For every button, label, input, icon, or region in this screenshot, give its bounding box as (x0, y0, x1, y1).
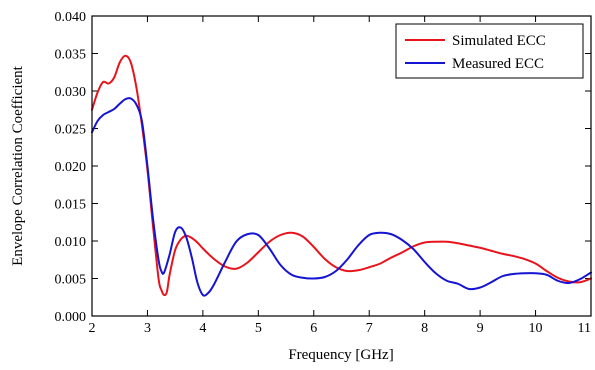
x-tick-label: 2 (89, 321, 96, 336)
x-tick-label: 4 (199, 321, 206, 336)
y-tick-labels: 0.000 0.005 0.010 0.015 0.020 0.025 0.030 0.035… (55, 10, 87, 325)
x-axis-label: Frequency [GHz] (288, 347, 393, 363)
y-tick-label: 0.025 (55, 123, 87, 138)
series-line-measured (91, 97, 592, 297)
y-tick-label: 0.015 (55, 198, 87, 213)
x-tick-label: 8 (421, 321, 428, 336)
legend-label-simulated: Simulated ECC (452, 33, 546, 49)
legend: Simulated ECC Measured ECC (395, 23, 584, 79)
x-tick-label: 6 (310, 321, 317, 336)
series-lines (91, 54, 592, 297)
y-axis-label: Envelope Correlation Coefficient (10, 65, 26, 265)
legend-box (395, 23, 584, 79)
x-tick-label: 7 (366, 321, 373, 336)
y-tick-label: 0.030 (55, 85, 87, 100)
x-tick-label: 11 (578, 321, 591, 336)
y-tick-label: 0.035 (55, 48, 87, 63)
y-tick-label: 0.000 (55, 310, 87, 325)
y-tick-label: 0.040 (55, 10, 87, 25)
x-tick-label: 5 (255, 321, 262, 336)
x-tick-labels: 2 3 4 5 6 7 8 9 10 11 (89, 321, 592, 336)
plot-frame (91, 15, 592, 317)
x-tick-label: 10 (529, 321, 543, 336)
series-line-simulated (91, 54, 592, 297)
legend-label-measured: Measured ECC (452, 56, 544, 72)
y-tick-label: 0.010 (55, 235, 87, 250)
x-tick-label: 9 (477, 321, 484, 336)
x-tick-label: 3 (144, 321, 151, 336)
y-tick-label: 0.005 (55, 273, 87, 288)
y-tick-label: 0.020 (55, 160, 87, 175)
